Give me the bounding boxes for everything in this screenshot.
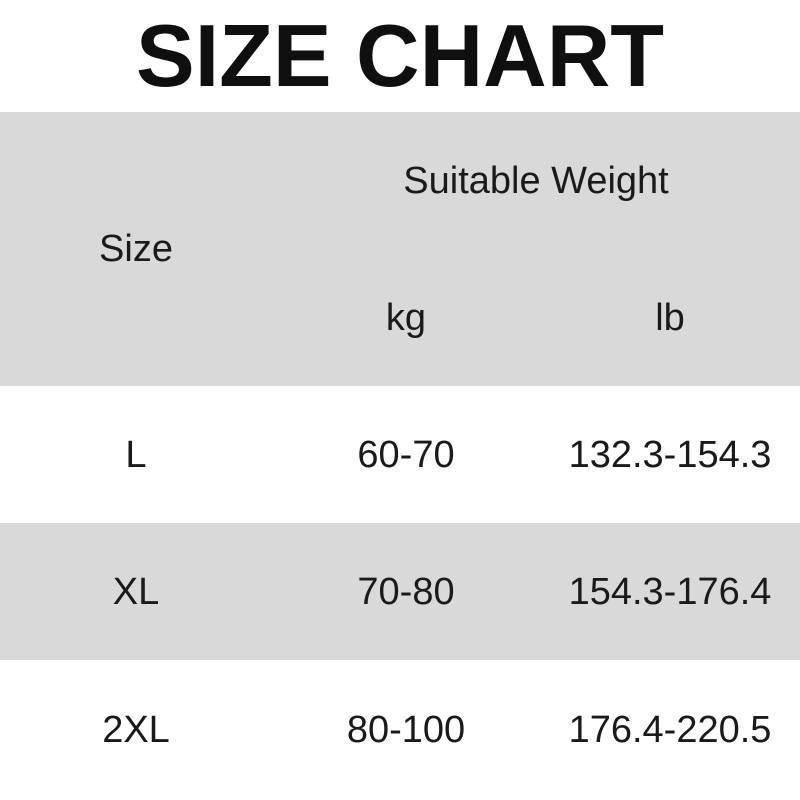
title-row: SIZE CHART: [0, 0, 800, 112]
table-row-l-lb-cell: 132.3-154.3: [540, 386, 800, 523]
table-row-l-kg-cell: 60-70: [272, 386, 540, 523]
table-row-xl-size-cell: XL: [0, 523, 272, 660]
group-header-label: Suitable Weight: [403, 160, 669, 202]
kg-value: 70-80: [357, 570, 455, 613]
col-header-kg-label: kg: [385, 297, 427, 339]
table-row-xl-kg-cell: 70-80: [272, 523, 540, 660]
kg-value: 80-100: [346, 709, 466, 751]
lb-value: 176.4-220.5: [568, 709, 772, 751]
lb-value: 154.3-176.4: [568, 570, 772, 613]
table-row-l-size-cell: L: [0, 386, 272, 523]
page-title: SIZE CHART: [136, 6, 664, 105]
col-header-kg: kg: [272, 250, 540, 386]
col-header-size-label: Size: [99, 228, 173, 270]
size-chart-table: Size Suitable Weight kg lb L 60-70 132.3…: [0, 112, 800, 800]
size-value: L: [125, 433, 147, 476]
lb-value: 132.3-154.3: [568, 433, 772, 476]
table-row-2xl-size-cell: 2XL: [0, 660, 272, 800]
size-value: XL: [112, 570, 160, 613]
col-header-lb: lb: [540, 250, 800, 386]
col-header-size: Size: [0, 112, 272, 386]
group-header-suitable-weight: Suitable Weight: [272, 112, 800, 250]
table-row-2xl-lb-cell: 176.4-220.5: [540, 660, 800, 800]
size-value: 2XL: [102, 709, 170, 751]
col-header-lb-label: lb: [655, 297, 685, 339]
kg-value: 60-70: [357, 433, 455, 476]
table-row-xl-lb-cell: 154.3-176.4: [540, 523, 800, 660]
table-row-2xl-kg-cell: 80-100: [272, 660, 540, 800]
